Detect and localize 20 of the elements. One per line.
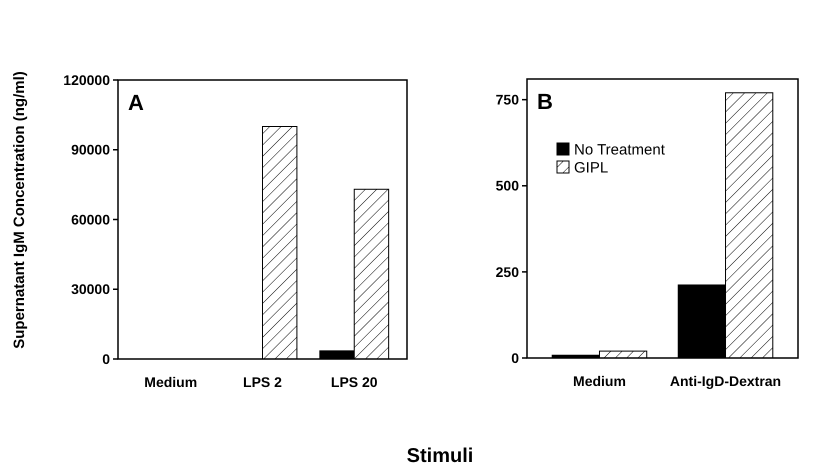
y-tick-label: 500 bbox=[496, 178, 520, 194]
x-tick-label: Medium bbox=[573, 373, 626, 389]
y-tick-label: 90000 bbox=[71, 142, 110, 158]
y-tick-label: 750 bbox=[496, 92, 520, 108]
x-tick-label: LPS 20 bbox=[330, 374, 378, 390]
y-tick-label: 30000 bbox=[71, 281, 110, 298]
y-tick-label: 0 bbox=[511, 350, 520, 366]
x-axis-title: Stimuli bbox=[406, 445, 474, 467]
annotation: A bbox=[128, 90, 144, 115]
y-tick-label: 60000 bbox=[71, 211, 110, 228]
y-tick-label: 0 bbox=[102, 350, 110, 367]
y-tick-label: 120000 bbox=[63, 72, 110, 88]
x-tick-label: LPS 2 bbox=[243, 374, 282, 390]
legend-label: No Treatment bbox=[574, 141, 666, 158]
x-tick-label: Medium bbox=[144, 374, 198, 390]
y-tick-label: 250 bbox=[496, 264, 520, 280]
annotation: B bbox=[537, 89, 553, 114]
x-tick-label: Anti-IgD-Dextran bbox=[670, 373, 782, 389]
legend-label: GIPL bbox=[574, 159, 608, 176]
y-axis-title: Supernatant IgM Concentration (ng/ml) bbox=[11, 71, 28, 349]
